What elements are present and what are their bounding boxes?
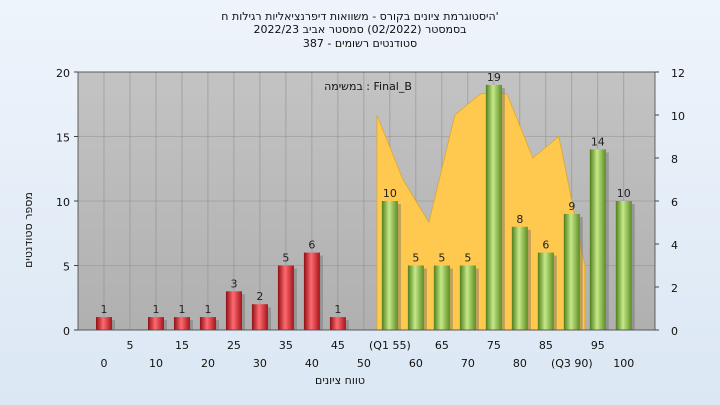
bar-value-label: 19 — [487, 71, 501, 84]
bar — [589, 149, 606, 330]
x-tick-label: 75 — [487, 339, 501, 352]
y-tick-label: 15 — [56, 132, 70, 145]
bar — [329, 317, 346, 330]
bar-value-label: 1 — [152, 303, 159, 316]
y2-tick-label: 12 — [671, 67, 685, 80]
bar — [95, 317, 112, 330]
bar-value-label: 2 — [256, 290, 263, 303]
x-tick-label: (Q1 55) — [369, 339, 411, 352]
bar — [199, 317, 216, 330]
x-tick-label: 10 — [149, 357, 163, 370]
bar-value-label: 3 — [230, 277, 237, 290]
bar — [407, 265, 424, 330]
x-tick-label: 0 — [100, 357, 107, 370]
y2-tick-label: 8 — [671, 153, 678, 166]
bar-value-label: 5 — [412, 252, 419, 265]
y2-tick-label: 0 — [671, 325, 678, 338]
bars-group: 1 1 1 1 3 2 5 6 1 10 5 5 5 19 8 6 9 14 10 — [95, 71, 635, 331]
x-tick-label: 95 — [591, 339, 605, 352]
bar — [251, 304, 268, 330]
x-axis-label: טווח ציונים — [315, 374, 365, 387]
x-tick-label: 50 — [357, 357, 371, 370]
bar-value-label: 9 — [568, 200, 575, 213]
bar — [537, 252, 554, 330]
bar-value-label: 1 — [204, 303, 211, 316]
annotation-label: במשימה : Final_B — [324, 80, 412, 93]
x-tick-label: 5 — [126, 339, 133, 352]
bar-value-label: 6 — [308, 239, 315, 252]
x-tick-label: 45 — [331, 339, 345, 352]
axes: 0510152002468101205101520253035404550(Q1… — [56, 67, 685, 370]
x-tick-label: 85 — [539, 339, 553, 352]
bar-value-label: 5 — [464, 252, 471, 265]
bar-value-label: 6 — [542, 239, 549, 252]
bar — [433, 265, 450, 330]
y2-tick-label: 4 — [671, 239, 678, 252]
y-axis-label: מספר סטודנטים — [22, 192, 35, 268]
bar — [563, 213, 580, 330]
bar — [225, 291, 242, 330]
y-tick-label: 0 — [63, 325, 70, 338]
bar — [173, 317, 190, 330]
x-tick-label: 20 — [201, 357, 215, 370]
x-tick-label: (Q3 90) — [551, 357, 593, 370]
y-tick-label: 20 — [56, 67, 70, 80]
x-tick-label: 100 — [613, 357, 634, 370]
bar-value-label: 8 — [516, 213, 523, 226]
y-tick-label: 10 — [56, 196, 70, 209]
x-tick-label: 65 — [435, 339, 449, 352]
x-tick-label: 30 — [253, 357, 267, 370]
chart-title-line-1: 'היסטוגרמת ציונים בקורס - משוואות דיפרנצ… — [221, 10, 499, 23]
y2-tick-label: 10 — [671, 110, 685, 123]
x-tick-label: 35 — [279, 339, 293, 352]
x-tick-label: 25 — [227, 339, 241, 352]
chart-title-line-2: בסמסטר (02/2022) סמסטר אביב 2022/23 — [253, 23, 467, 36]
x-tick-label: 15 — [175, 339, 189, 352]
bar — [511, 226, 528, 330]
bar-value-label: 5 — [282, 252, 289, 265]
bar — [277, 265, 294, 330]
bar-value-label: 1 — [100, 303, 107, 316]
bar — [303, 252, 320, 330]
bar-value-label: 5 — [438, 252, 445, 265]
bar-value-label: 10 — [383, 187, 397, 200]
y2-tick-label: 6 — [671, 196, 678, 209]
x-tick-label: 40 — [305, 357, 319, 370]
x-tick-label: 70 — [461, 357, 475, 370]
bar — [381, 201, 398, 330]
x-tick-label: 60 — [409, 357, 423, 370]
bar-value-label: 14 — [591, 135, 605, 148]
bar — [459, 265, 476, 330]
bar — [485, 84, 502, 331]
y-tick-label: 5 — [63, 261, 70, 274]
bar-value-label: 1 — [334, 303, 341, 316]
bar — [147, 317, 164, 330]
bar-value-label: 1 — [178, 303, 185, 316]
bar-value-label: 10 — [617, 187, 631, 200]
bar — [615, 201, 632, 330]
x-tick-label: 80 — [513, 357, 527, 370]
chart-title-line-3: סטודנטים רשומים - 387 — [302, 37, 418, 50]
y2-tick-label: 2 — [671, 282, 678, 295]
